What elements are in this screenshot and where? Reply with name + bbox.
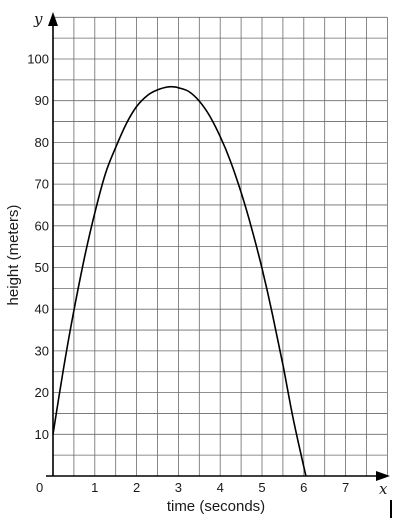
y-tick-label: 50: [35, 260, 49, 275]
x-axis-variable: x: [379, 480, 388, 498]
y-tick-label: 70: [35, 177, 49, 192]
x-axis-title: time (seconds): [167, 498, 265, 515]
tick-labels: 1 2 3 4 5 6 7 10 20 30 40 50 60 70 80 90 100: [27, 52, 349, 496]
origin-label: 0: [36, 480, 43, 495]
x-tick-label: 7: [342, 480, 349, 495]
y-tick-label: 90: [35, 93, 49, 108]
grid: [53, 16, 388, 476]
y-tick-label: 30: [35, 343, 49, 358]
x-tick-label: 4: [217, 480, 224, 495]
x-tick-label: 1: [91, 480, 98, 495]
x-tick-label: 2: [133, 480, 140, 495]
curve-layer: [52, 85, 307, 477]
x-axis-arrow-icon: [376, 471, 390, 481]
y-tick-label: 20: [35, 385, 49, 400]
y-tick-label: 100: [27, 52, 49, 67]
y-tick-label: 40: [35, 302, 49, 317]
y-axis-arrow-icon: [48, 12, 58, 26]
y-tick-label: 10: [35, 427, 49, 442]
y-axis-variable: y: [33, 10, 43, 28]
axes: [46, 12, 390, 481]
height-curve: [52, 85, 307, 477]
y-tick-label: 80: [35, 135, 49, 150]
x-tick-label: 3: [175, 480, 182, 495]
y-tick-label: 60: [35, 218, 49, 233]
x-tick-label: 6: [300, 480, 307, 495]
x-tick-label: 5: [258, 480, 265, 495]
y-axis-title: height (meters): [5, 205, 22, 306]
